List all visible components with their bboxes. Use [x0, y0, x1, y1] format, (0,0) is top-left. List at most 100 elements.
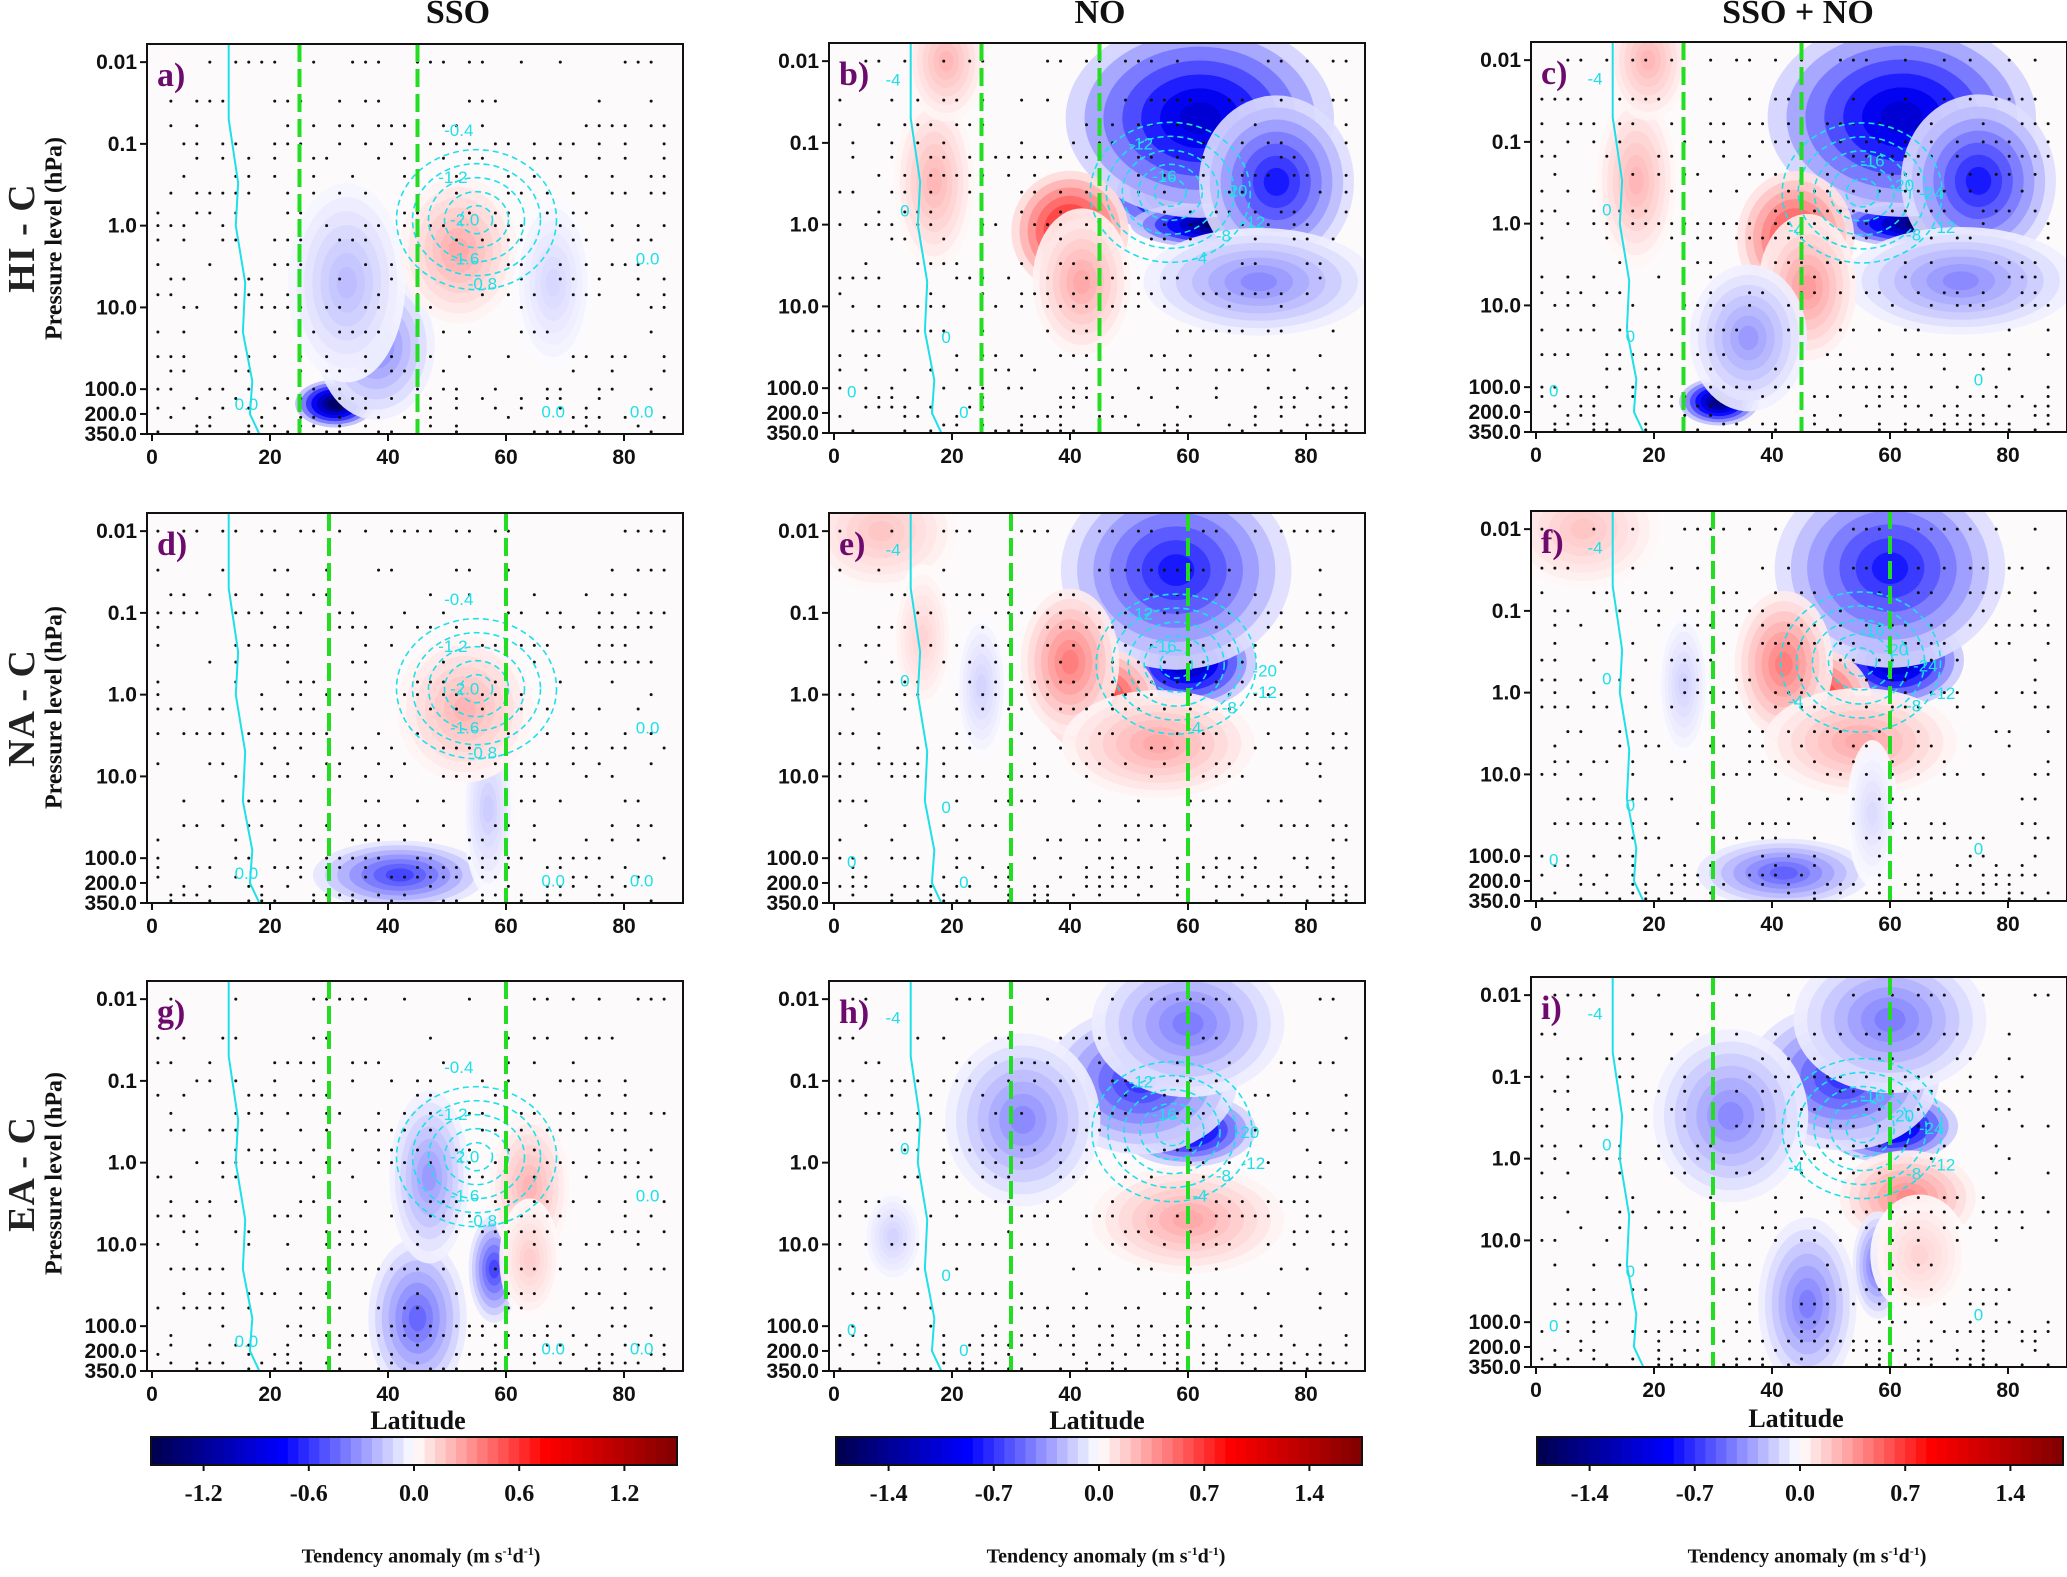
y-tick-label: 0.1 — [790, 132, 820, 155]
contour-label: -20 — [1884, 640, 1909, 659]
panel-letter: i) — [1541, 990, 1562, 1027]
contour-label: 0 — [1626, 1262, 1635, 1281]
anomaly-region — [368, 1238, 467, 1371]
contour-loop — [1137, 163, 1204, 222]
colorbar-segment — [951, 1437, 963, 1465]
colorbar-segment — [1235, 1437, 1247, 1465]
y-tick-label: 100.0 — [1468, 845, 1521, 868]
colorbar-title-close: ) — [1919, 1545, 1927, 1568]
colorbar-segment — [983, 1437, 995, 1465]
y-tick-label: 100.0 — [766, 847, 819, 870]
colorbar-segment — [403, 1437, 415, 1465]
anomaly-region — [862, 1189, 924, 1284]
y-tick-label: 200.0 — [766, 1340, 819, 1363]
contour-label: 0 — [1626, 327, 1635, 346]
y-tick-label: 0.01 — [1480, 49, 1521, 72]
colorbar-segment — [1558, 1437, 1570, 1465]
y-tick-label: 1.0 — [790, 684, 819, 707]
x-tick-label: 80 — [1294, 1383, 1317, 1406]
colorbar-segment — [477, 1437, 489, 1465]
x-tick-label: 0 — [828, 915, 840, 938]
x-tick-label: 20 — [940, 445, 963, 468]
contour-label: -4 — [1186, 719, 1201, 738]
contour-loop — [427, 1113, 526, 1200]
colorbar-segment — [1726, 1437, 1738, 1465]
contour-label: 0.0 — [636, 719, 660, 738]
zero-contour — [909, 981, 943, 1371]
contour-label: -8 — [1906, 1165, 1921, 1184]
y-tick-label: 0.01 — [96, 51, 137, 74]
colorbar-title-exp1: -1 — [502, 1544, 513, 1558]
x-tick-label: 80 — [1996, 913, 2019, 936]
contour-label: 0 — [1602, 670, 1611, 689]
contour-label: 0 — [941, 798, 950, 817]
contour-label: -12 — [1241, 1154, 1266, 1173]
x-tick-label: 40 — [1058, 445, 1081, 468]
y-tick-label: 350.0 — [1468, 1356, 1521, 1379]
colorbar-segment — [1694, 1437, 1706, 1465]
significance-stippling — [156, 997, 666, 1371]
colorbar-segment — [1768, 1437, 1780, 1465]
colorbar-segment — [235, 1437, 247, 1465]
x-tick-label: 20 — [940, 1383, 963, 1406]
y-tick-label: 350.0 — [1468, 421, 1521, 444]
contour-loop — [1811, 619, 1910, 705]
row-label-ea-c: EA - C — [1, 1116, 43, 1232]
contour-label: -2.0 — [450, 680, 479, 699]
colorbar-segment — [592, 1437, 604, 1465]
anomaly-region — [288, 183, 406, 383]
colorbar-segment — [2031, 1437, 2043, 1465]
colorbar-segment — [1077, 1437, 1090, 1465]
x-tick-label: 20 — [258, 1383, 281, 1406]
contour-label: 0.0 — [235, 395, 259, 414]
anomaly-region — [1062, 690, 1255, 798]
colorbar-segment — [298, 1437, 310, 1465]
contour-label: -1.2 — [438, 1105, 467, 1124]
colorbar-segment — [1351, 1437, 1363, 1465]
y-tick-label: 10.0 — [778, 1233, 819, 1256]
colorbar-segment — [382, 1437, 394, 1465]
y-tick-label: 0.1 — [1492, 600, 1522, 623]
colorbar-segment — [1256, 1437, 1268, 1465]
contour-label: -1.2 — [438, 168, 467, 187]
x-tick-label: 60 — [494, 1383, 517, 1406]
panel-svg-f: -4 -16-20-24 -12 -8 -4 0 0 0 0 f) 0.01 0.1 1.0 10.0 10… — [1468, 510, 2067, 936]
colorbar-tick-label: -1.4 — [870, 1481, 908, 1507]
x-tick-label: 60 — [1878, 1379, 1901, 1402]
y-tick-label: 350.0 — [766, 892, 819, 915]
colorbar-segment — [1141, 1437, 1153, 1465]
contour-label: -1.6 — [450, 250, 479, 269]
plot-frame — [828, 42, 1366, 434]
zero-contour — [227, 44, 261, 434]
x-tick-label: 40 — [376, 1383, 399, 1406]
contour-label: -4 — [1587, 1005, 1602, 1024]
y-tick-label: 200.0 — [766, 402, 819, 425]
colorbar-segment — [1088, 1437, 1100, 1465]
contour-label: -20 — [1235, 1123, 1260, 1142]
x-tick-label: 60 — [494, 446, 517, 469]
colorbar-segment — [1568, 1437, 1580, 1465]
contour-label: -16 — [1860, 152, 1885, 171]
colorbar-segment — [634, 1437, 647, 1465]
contour-loop — [1095, 593, 1258, 735]
anomaly-region — [1143, 228, 1365, 336]
colorbar-title-d: d — [1197, 1545, 1209, 1568]
colorbar-segment — [193, 1437, 205, 1465]
colorbar-segment — [1298, 1437, 1310, 1465]
contour-label: -16 — [1860, 621, 1885, 640]
colorbar-segment — [287, 1437, 299, 1465]
x-tick-label: 0 — [146, 446, 158, 469]
colorbar-segment — [519, 1437, 531, 1465]
y-tick-label: 10.0 — [96, 765, 137, 788]
contour-label: 0 — [847, 383, 856, 402]
contour-label: 0.0 — [541, 402, 565, 421]
contour-label: 0.0 — [630, 402, 654, 421]
significance-stippling — [838, 529, 1348, 903]
anomaly-region — [513, 196, 593, 370]
colorbar-segment — [1120, 1437, 1132, 1465]
x-tick-label: 40 — [1058, 1383, 1081, 1406]
x-tick-label: 20 — [940, 915, 963, 938]
y-tick-label: 1.0 — [790, 1152, 819, 1175]
anomaly-region — [1758, 1217, 1857, 1367]
x-tick-label: 40 — [1760, 913, 1783, 936]
